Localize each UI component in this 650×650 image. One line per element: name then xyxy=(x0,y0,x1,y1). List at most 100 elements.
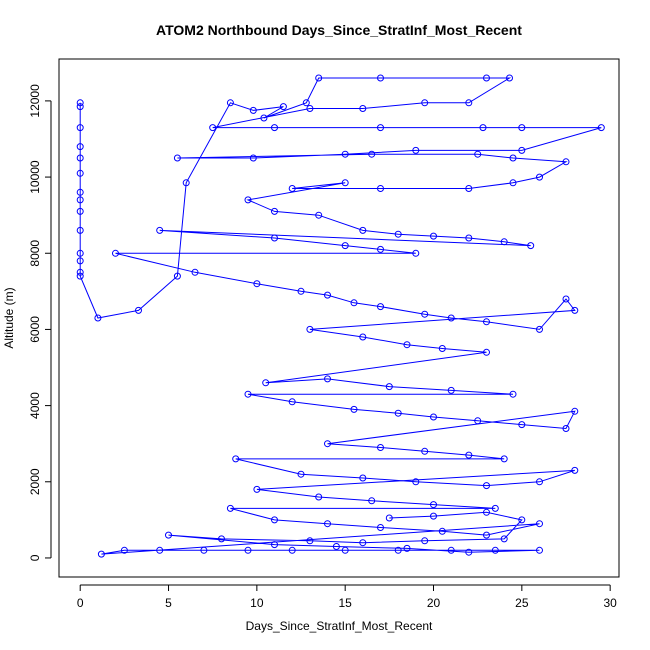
data-point xyxy=(341,150,349,158)
data-point xyxy=(218,535,225,543)
data-point xyxy=(288,398,296,406)
data-point xyxy=(182,179,190,187)
data-point xyxy=(500,535,508,543)
y-tick-label: 2000 xyxy=(28,468,42,495)
data-point xyxy=(165,531,172,539)
data-point xyxy=(271,207,278,215)
data-point xyxy=(324,440,331,448)
data-point xyxy=(483,318,490,326)
data-point xyxy=(474,150,482,158)
data-point xyxy=(536,546,543,554)
data-point xyxy=(536,520,543,528)
data-point xyxy=(597,124,605,132)
x-tick-label: 10 xyxy=(250,596,264,610)
x-tick-label: 5 xyxy=(165,596,172,610)
data-point xyxy=(76,124,84,132)
data-point xyxy=(377,124,384,132)
data-point xyxy=(94,314,102,322)
data-point xyxy=(324,375,331,383)
data-point xyxy=(483,348,490,356)
data-point xyxy=(474,417,482,425)
data-point xyxy=(173,272,181,280)
data-point xyxy=(306,105,314,112)
y-axis-label: Altitude (m) xyxy=(2,287,16,348)
data-point xyxy=(562,425,570,432)
data-point xyxy=(244,546,252,554)
data-point xyxy=(324,291,331,299)
plot-frame xyxy=(58,58,620,578)
series-layer xyxy=(76,74,605,558)
data-point xyxy=(465,548,473,556)
data-point xyxy=(483,74,490,82)
series-line xyxy=(79,77,602,555)
data-point xyxy=(571,407,579,415)
x-axis-label: Days_Since_StratInf_Most_Recent xyxy=(246,619,433,633)
y-tick-label: 0 xyxy=(28,554,42,561)
data-point xyxy=(509,179,517,187)
data-point xyxy=(491,504,499,512)
data-point xyxy=(76,196,84,204)
data-point xyxy=(350,299,358,307)
data-point xyxy=(135,306,142,314)
data-point xyxy=(536,173,543,181)
data-point xyxy=(341,179,349,187)
data-point xyxy=(377,303,384,311)
data-point xyxy=(306,325,314,333)
data-point xyxy=(430,232,437,240)
data-point xyxy=(253,280,261,288)
data-point xyxy=(315,74,323,82)
data-point xyxy=(377,524,384,531)
data-point xyxy=(438,527,446,535)
data-point xyxy=(518,421,526,429)
x-tick-label: 25 xyxy=(515,596,529,610)
data-point xyxy=(506,74,513,82)
data-point xyxy=(403,544,411,552)
data-point xyxy=(394,546,402,554)
data-point xyxy=(421,537,429,545)
data-point xyxy=(465,234,473,242)
data-point xyxy=(297,470,305,478)
data-point xyxy=(97,550,105,558)
data-point xyxy=(385,514,393,522)
data-point xyxy=(76,207,84,215)
data-point xyxy=(518,516,526,524)
data-point xyxy=(306,537,314,545)
data-point xyxy=(500,238,508,246)
data-point xyxy=(288,546,296,554)
data-point xyxy=(76,272,84,280)
data-point xyxy=(403,341,411,349)
data-point xyxy=(465,185,473,192)
data-point xyxy=(209,124,217,132)
data-point xyxy=(479,124,487,132)
data-point xyxy=(262,379,270,387)
data-point xyxy=(483,531,490,539)
data-point xyxy=(438,345,446,352)
x-tick-label: 15 xyxy=(339,596,353,610)
y-axis: 0 2000 4000 6000 8000 10000 12000 xyxy=(28,84,52,561)
data-point xyxy=(271,234,278,242)
data-point xyxy=(297,287,305,295)
data-point xyxy=(112,249,119,257)
data-point xyxy=(430,413,437,421)
data-point xyxy=(412,478,420,486)
y-tick-label: 6000 xyxy=(28,316,42,343)
data-point xyxy=(341,546,349,554)
data-point xyxy=(191,268,199,276)
data-point xyxy=(571,466,579,474)
data-point xyxy=(536,325,543,333)
x-tick-label: 30 xyxy=(603,596,617,610)
data-point xyxy=(76,99,84,107)
data-point xyxy=(76,268,84,276)
y-tick-label: 8000 xyxy=(28,240,42,267)
data-point xyxy=(76,143,84,151)
data-point xyxy=(76,169,84,177)
data-point xyxy=(421,99,429,107)
data-point xyxy=(350,405,358,413)
data-point xyxy=(518,124,526,132)
data-point xyxy=(447,546,455,554)
data-point xyxy=(76,154,84,162)
data-point xyxy=(412,146,420,154)
data-point xyxy=(377,74,384,82)
data-point xyxy=(302,99,310,107)
data-point xyxy=(394,230,402,238)
